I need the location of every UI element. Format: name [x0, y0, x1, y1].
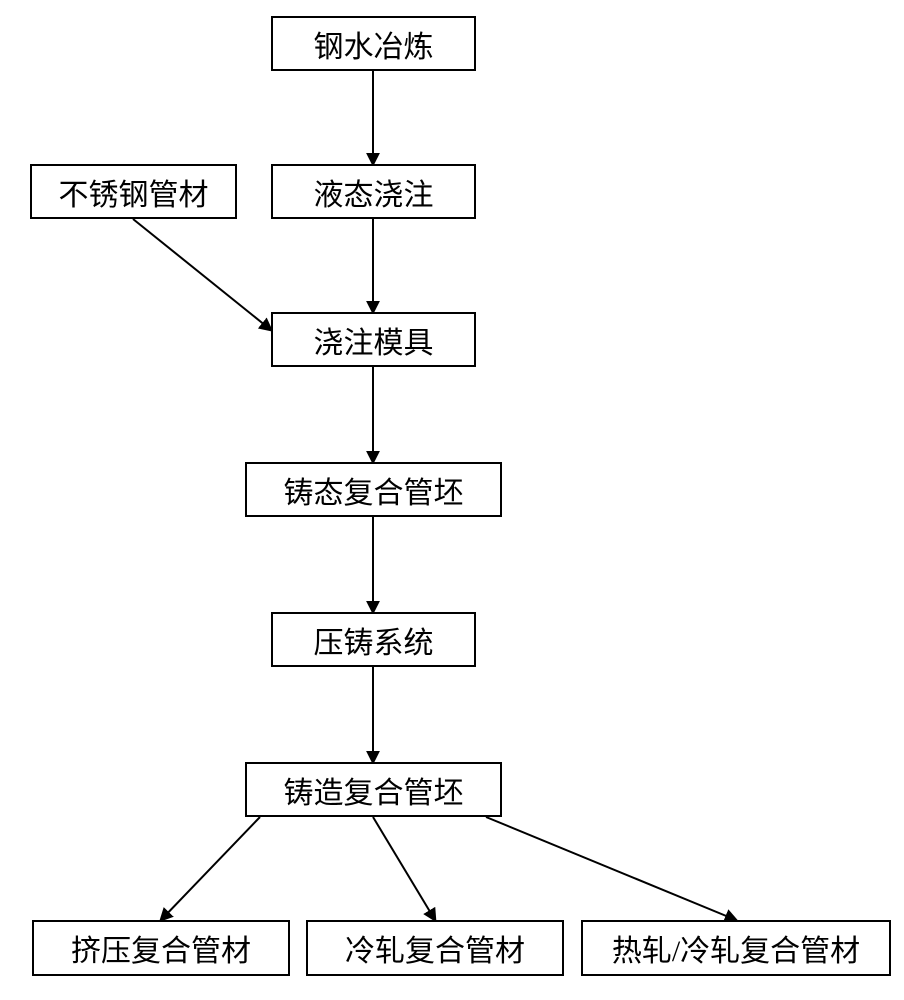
flowchart-node-n2: 液态浇注 — [271, 164, 476, 219]
flowchart-node-label: 浇注模具 — [314, 318, 434, 362]
flowchart-node-label: 铸造复合管坯 — [284, 768, 464, 812]
flowchart-node-n5: 铸态复合管坯 — [245, 462, 502, 517]
flowchart-node-label: 热轧/冷轧复合管材 — [612, 926, 860, 970]
flowchart-node-n9: 冷轧复合管材 — [306, 920, 564, 976]
flowchart-node-label: 压铸系统 — [314, 618, 434, 662]
flowchart-node-n7: 铸造复合管坯 — [245, 762, 502, 817]
flowchart-node-label: 不锈钢管材 — [59, 170, 209, 214]
flowchart-edge-n7-n10 — [486, 817, 736, 920]
flowchart-node-label: 铸态复合管坯 — [284, 468, 464, 512]
flowchart-node-label: 钢水冶炼 — [314, 22, 434, 66]
flowchart-node-label: 挤压复合管材 — [71, 926, 251, 970]
flowchart-node-n10: 热轧/冷轧复合管材 — [581, 920, 891, 976]
flowchart-node-n6: 压铸系统 — [271, 612, 476, 667]
flowchart-node-label: 液态浇注 — [314, 170, 434, 214]
flowchart-edge-n7-n8 — [161, 817, 260, 920]
flowchart-node-label: 冷轧复合管材 — [345, 926, 525, 970]
flowchart-node-n8: 挤压复合管材 — [32, 920, 290, 976]
flowchart-edge-n3-n4 — [133, 219, 271, 330]
flowchart-node-n4: 浇注模具 — [271, 312, 476, 367]
flowchart-edge-n7-n9 — [373, 817, 435, 920]
flowchart-node-n3: 不锈钢管材 — [30, 164, 237, 219]
flowchart-node-n1: 钢水冶炼 — [271, 16, 476, 71]
